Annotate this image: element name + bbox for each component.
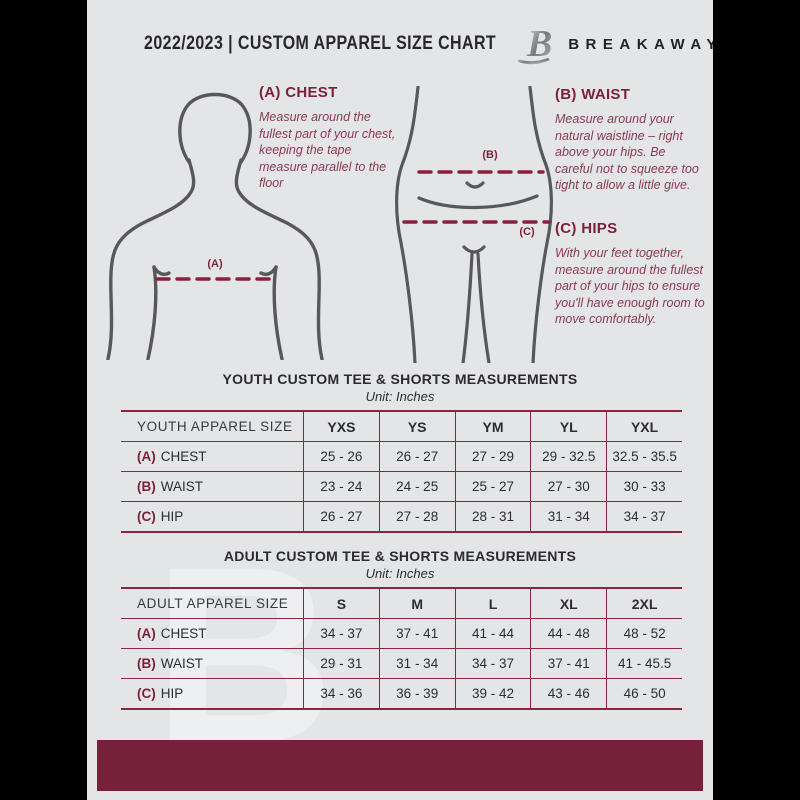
- column-header: XL: [530, 589, 606, 618]
- waist-marker-label: (B): [482, 149, 498, 161]
- cell: 41 - 44: [454, 619, 531, 648]
- column-header: YOUTH APPAREL SIZE: [137, 419, 293, 434]
- brand-name: BREAKAWAY: [568, 35, 713, 53]
- column-header: YS: [378, 412, 455, 441]
- breakaway-logo-icon: B: [518, 23, 553, 65]
- table-row-chest: (A) CHEST 34 - 37 37 - 41 41 - 44 44 - 4…: [121, 618, 682, 648]
- row-label: (C) HIP: [137, 509, 184, 524]
- cell: 27 - 28: [378, 502, 455, 531]
- column-header: YXS: [303, 412, 379, 441]
- cell: 25 - 27: [454, 472, 531, 501]
- youth-table-unit: Unit: Inches: [365, 389, 435, 404]
- cell: 23 - 24: [303, 472, 379, 501]
- table-row-hip: (C) HIP 34 - 36 36 - 39 39 - 42 43 - 46 …: [121, 678, 682, 708]
- youth-table-title: YOUTH CUSTOM TEE & SHORTS MEASUREMENTS: [222, 371, 578, 387]
- cell: 46 - 50: [606, 679, 682, 708]
- torso-figure: [106, 92, 324, 360]
- cell: 31 - 34: [530, 502, 606, 531]
- waist-heading: (B) WAIST: [555, 86, 631, 103]
- cell: 28 - 31: [454, 502, 531, 531]
- youth-size-table: YOUTH APPAREL SIZE YXS YS YM YL YXL (A) …: [121, 410, 682, 533]
- lower-body-figure: [395, 86, 553, 363]
- cell: 34 - 37: [454, 649, 531, 678]
- cell: 27 - 29: [454, 442, 531, 471]
- column-header: YL: [530, 412, 606, 441]
- cell: 37 - 41: [530, 649, 606, 678]
- table-row-waist: (B) WAIST 23 - 24 24 - 25 25 - 27 27 - 3…: [121, 471, 682, 501]
- cell: 44 - 48: [530, 619, 606, 648]
- cell: 29 - 32.5: [530, 442, 606, 471]
- row-label: (A) CHEST: [137, 626, 207, 641]
- column-header: M: [378, 589, 455, 618]
- footer-bar: [97, 740, 703, 791]
- row-label: (C) HIP: [137, 686, 184, 701]
- cell: 27 - 30: [530, 472, 606, 501]
- cell: 26 - 27: [303, 502, 379, 531]
- waist-guide: (B) WAIST Measure around your natural wa…: [555, 86, 705, 194]
- table-row-chest: (A) CHEST 25 - 26 26 - 27 27 - 29 29 - 3…: [121, 441, 682, 471]
- adult-header-row: ADULT APPAREL SIZE S M L XL 2XL: [121, 589, 682, 618]
- hips-marker-label: (C): [519, 226, 535, 238]
- cell: 31 - 34: [378, 649, 455, 678]
- row-label: (A) CHEST: [137, 449, 207, 464]
- cell: 29 - 31: [303, 649, 379, 678]
- row-label: (B) WAIST: [137, 656, 203, 671]
- column-header: ADULT APPAREL SIZE: [137, 596, 289, 611]
- cell: 30 - 33: [606, 472, 682, 501]
- cell: 41 - 45.5: [606, 649, 682, 678]
- table-row-waist: (B) WAIST 29 - 31 31 - 34 34 - 37 37 - 4…: [121, 648, 682, 678]
- letterbox-left: [0, 0, 87, 800]
- header: 2022/2023 | CUSTOM APPAREL SIZE CHART B …: [87, 22, 713, 66]
- adult-table-title: ADULT CUSTOM TEE & SHORTS MEASUREMENTS: [223, 548, 577, 564]
- cell: 43 - 46: [530, 679, 606, 708]
- hips-heading: (C) HIPS: [555, 220, 618, 237]
- cell: 34 - 37: [606, 502, 682, 531]
- column-header: 2XL: [606, 589, 682, 618]
- column-header: YXL: [606, 412, 682, 441]
- column-header: L: [454, 589, 531, 618]
- chest-heading: (A) CHEST: [259, 84, 338, 101]
- cell: 36 - 39: [378, 679, 455, 708]
- cell: 48 - 52: [606, 619, 682, 648]
- cell: 34 - 36: [303, 679, 379, 708]
- row-label: (B) WAIST: [137, 479, 203, 494]
- youth-header-row: YOUTH APPAREL SIZE YXS YS YM YL YXL: [121, 412, 682, 441]
- chest-marker-label: (A): [207, 258, 223, 270]
- letterbox-right: [713, 0, 800, 800]
- cell: 24 - 25: [378, 472, 455, 501]
- cell: 34 - 37: [303, 619, 379, 648]
- brand-logo: B BREAKAWAY: [518, 21, 713, 67]
- adult-size-table: ADULT APPAREL SIZE S M L XL 2XL (A) CHES…: [121, 587, 682, 710]
- column-header: YM: [454, 412, 531, 441]
- adult-table-unit: Unit: Inches: [365, 566, 435, 581]
- cell: 26 - 27: [378, 442, 455, 471]
- table-row-hip: (C) HIP 26 - 27 27 - 28 28 - 31 31 - 34 …: [121, 501, 682, 531]
- chest-description: Measure around the fullest part of your …: [259, 110, 396, 190]
- cell: 25 - 26: [303, 442, 379, 471]
- size-chart-page: B 2022/2023 | CUSTOM APPAREL SIZE CHART …: [87, 0, 713, 800]
- cell: 39 - 42: [454, 679, 531, 708]
- page-title: 2022/2023 | CUSTOM APPAREL SIZE CHART: [144, 33, 497, 54]
- cell: 32.5 - 35.5: [606, 442, 682, 471]
- hips-description: With your feet together, measure around …: [555, 246, 705, 326]
- cell: 37 - 41: [378, 619, 455, 648]
- hips-guide: (C) HIPS With your feet together, measur…: [555, 220, 711, 328]
- column-header: S: [303, 589, 379, 618]
- waist-description: Measure around your natural waistline – …: [555, 112, 699, 192]
- chest-guide: (A) CHEST Measure around the fullest par…: [259, 84, 401, 192]
